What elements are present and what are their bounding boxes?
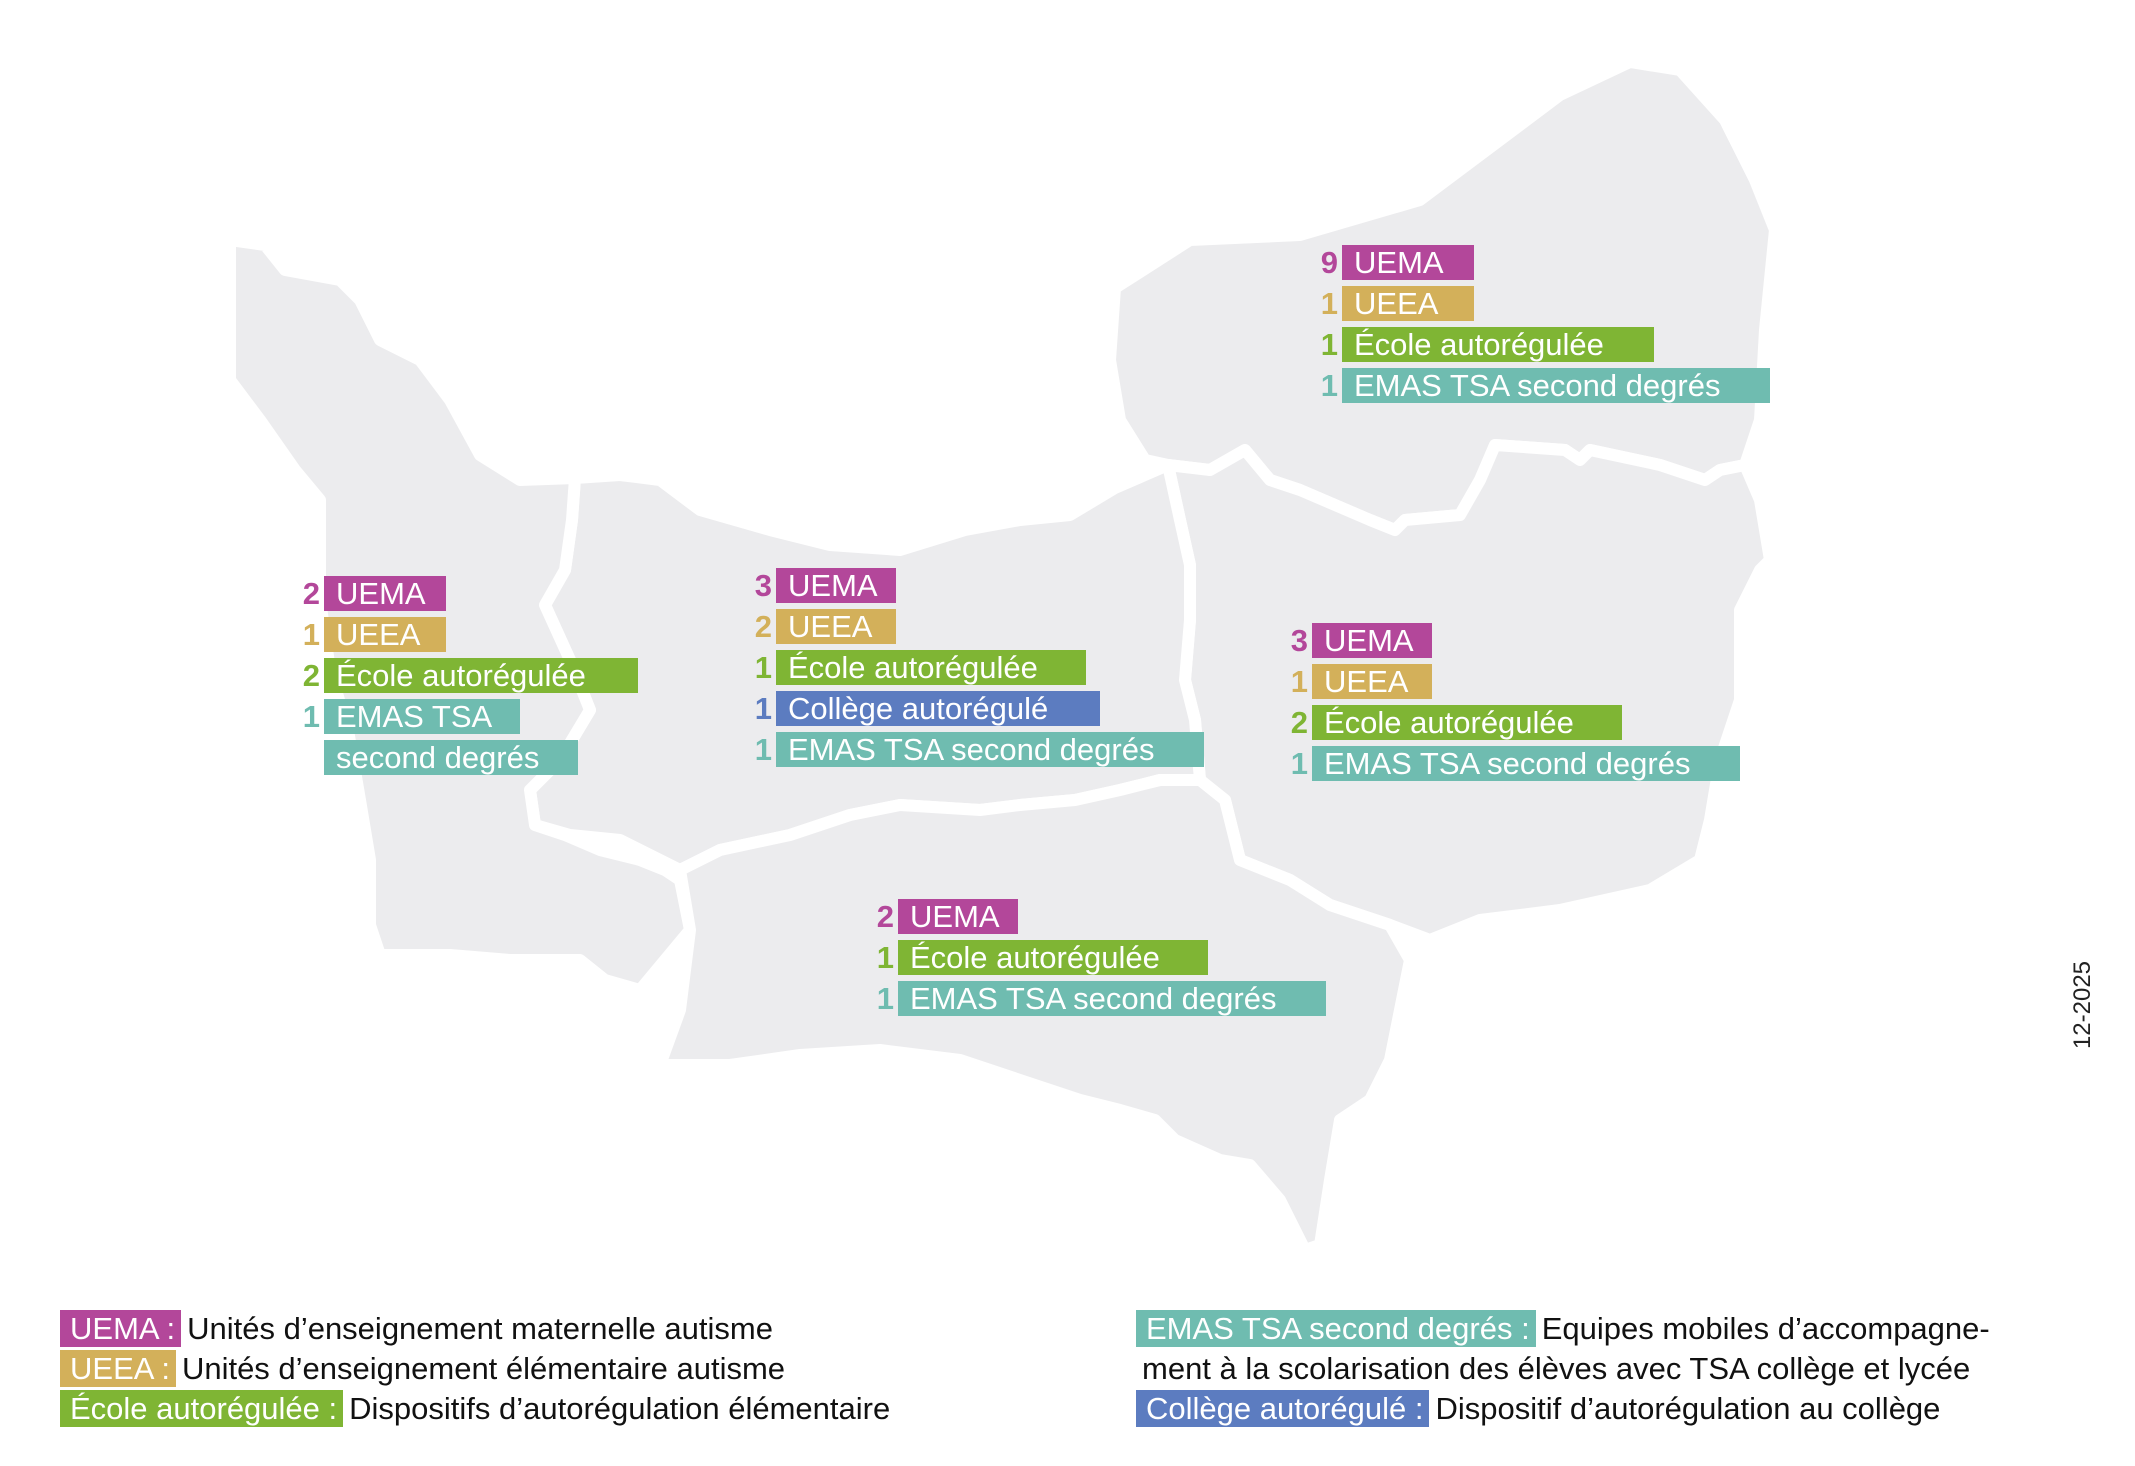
- legend-desc-ecole: Dispositifs d’autorégulation élémentaire: [349, 1391, 891, 1426]
- tag-ecole: École autorégulée: [1312, 705, 1622, 740]
- tag-ecole: École autorégulée: [776, 650, 1086, 685]
- count-emas: 1: [302, 699, 320, 734]
- count-uema: 2: [876, 899, 894, 934]
- count-ueea: 1: [302, 617, 320, 652]
- tag-ueea: UEEA: [776, 609, 896, 644]
- tag-ecole: École autorégulée: [324, 658, 638, 693]
- tag-emas: EMAS TSA second degrés: [898, 981, 1326, 1016]
- date-label: 12-2025: [2069, 960, 2096, 1050]
- tag-uema: UEMA: [324, 576, 446, 611]
- count-ueea: 2: [754, 609, 772, 644]
- legend-desc-emas-continued: ment à la scolarisation des élèves avec …: [1142, 1351, 1971, 1386]
- tag-uema: UEMA: [776, 568, 896, 603]
- count-emas: 1: [1290, 746, 1308, 781]
- legend-item-ueea: UEEA : Unités d’enseignement élémentaire …: [60, 1350, 785, 1387]
- count-ecole: 2: [1290, 705, 1308, 740]
- tag-emas-line2: second degrés: [324, 740, 578, 775]
- count-uema: 3: [1290, 623, 1308, 658]
- count-college: 1: [754, 691, 772, 726]
- tag-emas: EMAS TSA second degrés: [1312, 746, 1740, 781]
- legend-tag-uema: UEMA :: [60, 1310, 182, 1347]
- tag-ecole: École autorégulée: [1342, 327, 1654, 362]
- count-ecole: 2: [302, 658, 320, 693]
- legend-item-emas: EMAS TSA second degrés : Equipes mobiles …: [1136, 1310, 1990, 1347]
- legend-item-college: Collège autorégulé : Dispositif d’autorég…: [1136, 1390, 1940, 1427]
- legend-item-uema: UEMA : Unités d’enseignement maternelle a…: [60, 1310, 773, 1347]
- count-emas: 1: [876, 981, 894, 1016]
- tag-emas-line1: EMAS TSA: [324, 699, 520, 734]
- tag-uema: UEMA: [1312, 623, 1432, 658]
- tag-uema: UEMA: [898, 899, 1018, 934]
- tag-college: Collège autorégulé: [776, 691, 1100, 726]
- legend-desc-ueea: Unités d’enseignement élémentaire autism…: [181, 1351, 786, 1386]
- count-ecole: 1: [754, 650, 772, 685]
- tag-ueea: UEEA: [1312, 664, 1432, 699]
- count-uema: 9: [1320, 245, 1338, 280]
- legend-tag-emas: EMAS TSA second degrés :: [1136, 1310, 1536, 1347]
- tag-ueea: UEEA: [1342, 286, 1474, 321]
- tag-emas: EMAS TSA second degrés: [776, 732, 1204, 767]
- legend-desc-uema: Unités d’enseignement maternelle autisme: [187, 1311, 773, 1346]
- count-uema: 2: [302, 576, 320, 611]
- tag-emas: EMAS TSA second degrés: [1342, 368, 1770, 403]
- count-ecole: 1: [876, 940, 894, 975]
- legend-desc-college: Dispositif d’autorégulation au collège: [1435, 1391, 1941, 1426]
- legend-tag-ueea: UEEA :: [60, 1350, 176, 1387]
- legend-desc-emas: Equipes mobiles d’accompagne-: [1541, 1311, 1990, 1346]
- count-ecole: 1: [1320, 327, 1338, 362]
- count-ueea: 1: [1290, 664, 1308, 699]
- tag-ecole: École autorégulée: [898, 940, 1208, 975]
- legend-tag-ecole: École autorégulée :: [60, 1390, 344, 1427]
- tag-ueea: UEEA: [324, 617, 446, 652]
- count-uema: 3: [754, 568, 772, 603]
- count-emas: 1: [1320, 368, 1338, 403]
- legend-item-ecole: École autorégulée : Dispositifs d’autorég…: [60, 1390, 890, 1427]
- count-emas: 1: [754, 732, 772, 767]
- tag-uema: UEMA: [1342, 245, 1474, 280]
- legend-tag-college: Collège autorégulé :: [1136, 1390, 1430, 1427]
- count-ueea: 1: [1320, 286, 1338, 321]
